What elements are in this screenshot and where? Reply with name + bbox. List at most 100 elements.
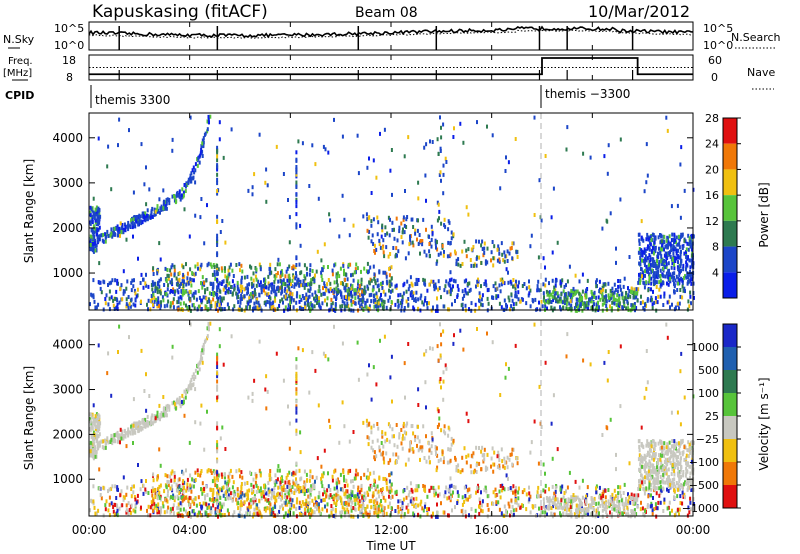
scatter-cell bbox=[352, 308, 355, 313]
scatter-cell bbox=[232, 274, 235, 278]
scatter-cell bbox=[176, 282, 179, 287]
scatter-cell bbox=[567, 307, 570, 312]
scatter-cell bbox=[347, 469, 350, 474]
scatter-cell bbox=[126, 224, 129, 229]
scatter-cell bbox=[278, 468, 281, 473]
scatter-cell bbox=[629, 289, 632, 294]
scatter-cell bbox=[156, 477, 159, 482]
scatter-cell bbox=[214, 304, 217, 309]
scatter-cell bbox=[435, 285, 437, 290]
scatter-cell bbox=[425, 142, 428, 147]
scatter-cell bbox=[258, 509, 261, 514]
scatter-cell bbox=[295, 300, 298, 305]
scatter-cell bbox=[507, 280, 510, 285]
scatter-cell bbox=[302, 307, 304, 311]
scatter-cell bbox=[279, 492, 282, 497]
scatter-cell bbox=[625, 497, 628, 502]
scatter-cell bbox=[304, 276, 307, 281]
scatter-cell bbox=[167, 299, 170, 304]
scatter-cell bbox=[293, 488, 296, 493]
scatter-cell bbox=[156, 510, 159, 515]
scatter-cell bbox=[475, 263, 478, 268]
scatter-cell bbox=[449, 241, 452, 245]
scatter-cell bbox=[218, 303, 221, 308]
scatter-cell bbox=[214, 301, 217, 306]
scatter-cell bbox=[595, 501, 598, 506]
scatter-cell bbox=[250, 471, 253, 476]
scatter-cell bbox=[631, 290, 634, 295]
scatter-cell bbox=[585, 295, 588, 299]
scatter-cell bbox=[478, 291, 481, 296]
scatter-cell bbox=[578, 291, 581, 296]
scatter-cell bbox=[633, 304, 636, 309]
scatter-cell bbox=[646, 270, 649, 274]
scatter-cell bbox=[649, 242, 652, 247]
scatter-cell bbox=[331, 268, 334, 273]
scatter-cell bbox=[674, 259, 677, 263]
scatter-cell bbox=[685, 254, 688, 259]
scatter-cell bbox=[423, 278, 426, 283]
scatter-cell bbox=[91, 499, 94, 504]
scatter-cell bbox=[152, 472, 155, 477]
scatter-cell bbox=[678, 487, 681, 492]
scatter-cell bbox=[612, 295, 615, 300]
scatter-cell bbox=[598, 279, 601, 284]
scatter-cell bbox=[306, 478, 309, 483]
scatter-cell bbox=[313, 279, 316, 283]
scatter-cell bbox=[198, 295, 201, 300]
scatter-cell bbox=[216, 240, 219, 245]
scatter-cell bbox=[160, 414, 163, 419]
scatter-cell bbox=[113, 307, 116, 311]
scatter-cell bbox=[483, 246, 486, 251]
scatter-cell bbox=[308, 184, 311, 188]
scatter-cell bbox=[131, 484, 134, 489]
scatter-cell bbox=[104, 503, 107, 508]
scatter-cell bbox=[89, 419, 92, 424]
scatter-cell bbox=[601, 302, 604, 307]
scatter-cell bbox=[505, 512, 508, 517]
scatter-cell bbox=[210, 292, 213, 296]
scatter-cell bbox=[129, 224, 132, 229]
scatter-cell bbox=[671, 271, 674, 276]
scatter-cell bbox=[311, 277, 314, 281]
scatter-cell bbox=[96, 235, 99, 240]
scatter-cell bbox=[269, 282, 272, 287]
scatter-cell bbox=[214, 507, 217, 512]
scatter-cell bbox=[380, 302, 383, 307]
scatter-cell bbox=[201, 348, 204, 353]
scatter-cell bbox=[190, 383, 193, 388]
scatter-cell bbox=[89, 446, 92, 451]
scatter-cell bbox=[380, 281, 382, 286]
scatter-cell bbox=[438, 209, 441, 214]
scatter-cell bbox=[104, 239, 107, 244]
scatter-cell bbox=[219, 289, 222, 294]
scatter-cell bbox=[675, 235, 678, 240]
scatter-cell bbox=[416, 282, 419, 286]
y-tick-label: 2000 bbox=[52, 221, 83, 235]
scatter-cell bbox=[431, 231, 434, 236]
scatter-cell bbox=[336, 289, 339, 294]
scatter-cell bbox=[116, 278, 119, 283]
scatter-cell bbox=[228, 272, 231, 277]
scatter-cell bbox=[109, 440, 112, 444]
scatter-cell bbox=[475, 239, 478, 244]
scatter-cell bbox=[121, 297, 124, 302]
scatter-cell bbox=[255, 511, 257, 516]
scatter-cell bbox=[402, 489, 405, 494]
scatter-cell bbox=[252, 484, 255, 489]
scatter-cell bbox=[141, 220, 144, 225]
scatter-cell bbox=[630, 509, 633, 514]
scatter-cell bbox=[552, 186, 555, 191]
scatter-cell bbox=[370, 191, 373, 195]
scatter-cell bbox=[349, 262, 352, 267]
scatter-cell bbox=[593, 295, 596, 299]
scatter-cell bbox=[523, 282, 526, 286]
scatter-cell bbox=[660, 282, 663, 287]
scatter-cell bbox=[457, 257, 460, 262]
scatter-cell bbox=[258, 489, 261, 494]
scatter-cell bbox=[163, 199, 165, 204]
scatter-cell bbox=[336, 489, 339, 494]
scatter-cell bbox=[401, 500, 404, 505]
scatter-cell bbox=[407, 135, 410, 140]
scatter-cell bbox=[546, 292, 549, 297]
